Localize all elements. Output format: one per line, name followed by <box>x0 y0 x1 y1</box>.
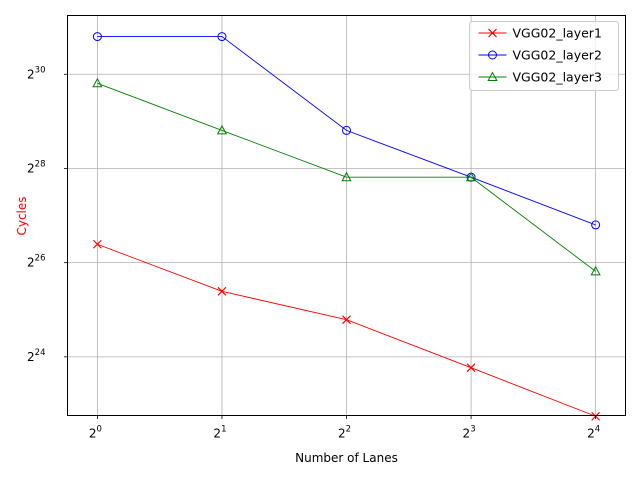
legend-box <box>469 21 619 91</box>
marker-stroke <box>488 28 497 38</box>
series-layer <box>92 32 601 421</box>
data-point <box>92 239 102 249</box>
series-VGG02_layer1 <box>92 239 601 421</box>
marker-stroke <box>92 239 102 249</box>
legend-label: VGG02_layer3 <box>513 70 602 85</box>
y-tick-label: 228 <box>27 159 45 175</box>
legend-marker <box>487 71 498 81</box>
data-point <box>341 171 352 182</box>
y-axis-title: Cycles <box>15 196 29 235</box>
data-point <box>466 363 476 373</box>
x-tick-label: 21 <box>213 425 226 441</box>
legend: VGG02_layer1 VGG02_layer2 VGG02_layer3 <box>469 21 619 91</box>
data-point <box>217 286 227 296</box>
data-point <box>217 32 227 42</box>
y-tick-label: 224 <box>27 348 45 364</box>
x-tick-label: 23 <box>463 425 476 441</box>
series-line <box>97 36 596 226</box>
data-point <box>342 125 352 135</box>
marker-stroke <box>342 315 351 325</box>
legend-label: VGG02_layer1 <box>513 26 602 41</box>
x-axis-title: Number of Lanes <box>295 451 398 465</box>
axis-ticks: 20 21 22 23 24 224 226 228 230 <box>27 65 600 440</box>
legend-entry: VGG02_layer3 <box>478 70 602 85</box>
legend-marker <box>488 50 497 60</box>
data-point <box>465 171 477 182</box>
x-tick-label: 24 <box>587 425 600 441</box>
legend-label: VGG02_layer2 <box>513 48 602 63</box>
marker-stroke <box>217 286 227 296</box>
x-tick-label: 22 <box>338 425 351 441</box>
x-tick-label: 20 <box>89 425 102 441</box>
legend-marker <box>488 28 497 38</box>
series-line <box>97 82 596 272</box>
data-point <box>591 220 601 230</box>
legend-entry: VGG02_layer2 <box>478 48 602 63</box>
data-point <box>342 315 351 325</box>
data-point <box>92 32 102 42</box>
legend-entry: VGG02_layer1 <box>478 26 602 41</box>
marker-stroke <box>466 363 476 373</box>
y-tick-label: 230 <box>27 65 45 81</box>
series-VGG02_layer3 <box>92 77 601 276</box>
data-point <box>92 77 103 88</box>
data-point <box>216 124 228 135</box>
y-tick-label: 226 <box>27 254 45 270</box>
data-point <box>590 265 601 276</box>
